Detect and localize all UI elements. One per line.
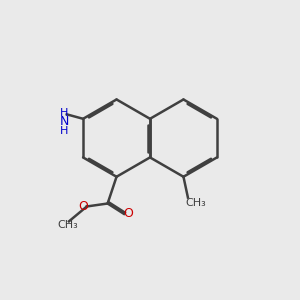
Text: O: O	[78, 200, 88, 213]
Text: CH₃: CH₃	[185, 198, 206, 208]
Text: O: O	[124, 207, 134, 220]
Text: N: N	[60, 115, 69, 128]
Text: H: H	[60, 126, 68, 136]
Text: CH₃: CH₃	[57, 220, 78, 230]
Text: H: H	[60, 108, 68, 118]
